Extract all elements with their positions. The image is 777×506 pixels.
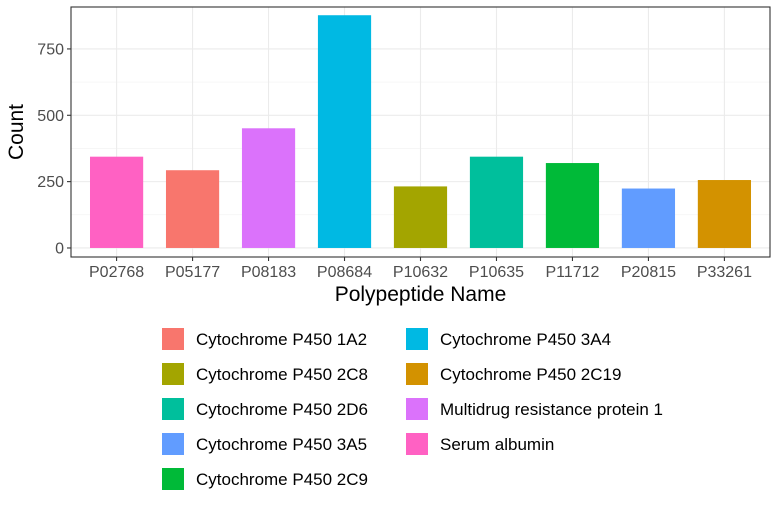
bar-P10632 [393,186,448,248]
x-tick-label: P08684 [317,264,372,281]
legend-label: Serum albumin [440,435,554,454]
bar-P33261 [697,180,752,248]
legend-swatch [406,328,428,350]
legend-label: Cytochrome P450 3A5 [196,435,367,454]
legend-swatch [406,433,428,455]
legend-swatch [162,328,184,350]
legend-label: Cytochrome P450 2D6 [196,400,368,419]
x-tick-label: P10632 [393,264,448,281]
bar-P11712 [545,163,600,248]
x-tick-label: P33261 [697,264,752,281]
x-tick-label: P08183 [241,264,296,281]
legend-swatch [162,433,184,455]
x-tick-label: P10635 [469,264,524,281]
legend-swatch [162,468,184,490]
y-axis: 0 250 500 750 [37,41,71,257]
y-tick-label: 250 [37,174,64,191]
x-tick-label: P05177 [165,264,220,281]
bar-P02768 [89,156,144,248]
legend-label: Cytochrome P450 1A2 [196,330,367,349]
legend-label: Cytochrome P450 2C9 [196,470,368,489]
y-tick-label: 750 [37,41,64,58]
legend-label: Multidrug resistance protein 1 [440,400,663,419]
bar-P20815 [621,188,676,248]
bar-P08183 [241,128,296,248]
legend-label: Cytochrome P450 2C19 [440,365,621,384]
x-tick-label: P02768 [89,264,144,281]
x-axis-title: Polypeptide Name [335,283,507,306]
y-tick-label: 500 [37,108,64,125]
bar-P10635 [469,156,524,248]
legend-label: Cytochrome P450 3A4 [440,330,611,349]
legend-swatch [406,398,428,420]
legend-swatch [406,363,428,385]
bars [89,15,752,248]
legend-swatch [162,363,184,385]
y-tick-label: 0 [55,240,64,257]
x-tick-label: P11712 [545,264,599,281]
x-axis: P02768 P05177 P08183 P08684 P10632 P10635 P117… [89,257,752,281]
bar-P05177 [165,170,220,248]
x-tick-label: P20815 [621,264,676,281]
legend: Cytochrome P450 1A2 Cytochrome P450 2C8 Cy… [162,328,663,490]
legend-swatch [162,398,184,420]
y-axis-title: Count [5,104,28,160]
bar-P08684 [317,15,372,248]
legend-label: Cytochrome P450 2C8 [196,365,368,384]
